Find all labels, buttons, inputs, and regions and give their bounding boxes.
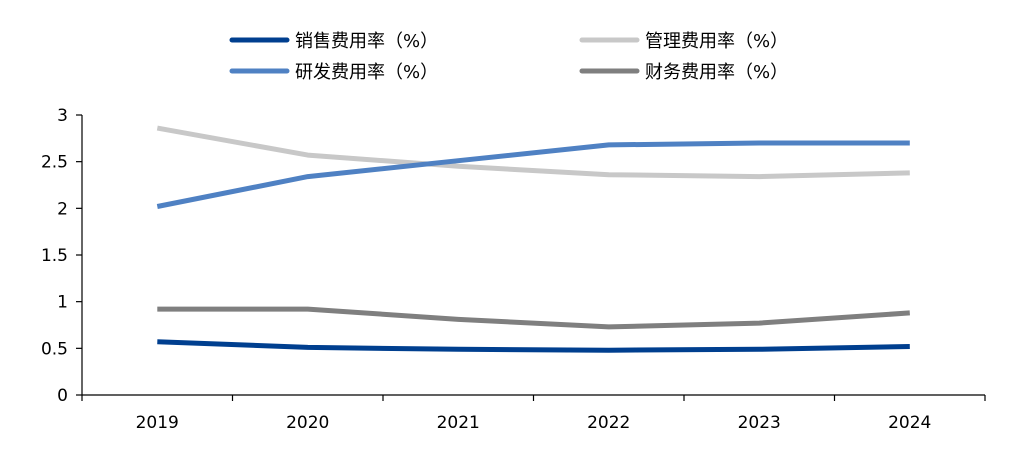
y-tick-label: 0.5 [41, 339, 68, 359]
x-tick-label: 2019 [136, 413, 179, 433]
legend-label-3: 财务费用率（%） [645, 62, 788, 83]
y-tick-label: 1.5 [41, 246, 68, 266]
series-line-0 [157, 339, 910, 353]
y-tick-label: 2.5 [41, 153, 68, 173]
legend-label-0: 销售费用率（%） [295, 31, 438, 52]
x-tick-label: 2023 [738, 413, 781, 433]
series-line-1 [156, 125, 910, 180]
y-tick-label: 3 [57, 106, 68, 126]
legend: 销售费用率（%） 管理费用率（%） 研发费用率（%） 财务费用率（%） [229, 31, 788, 83]
x-tick-label: 2022 [587, 413, 630, 433]
y-tick-label: 2 [57, 199, 68, 219]
legend-label-2: 研发费用率（%） [295, 62, 438, 83]
x-tick-label: 2021 [437, 413, 480, 433]
x-tick-label: 2020 [286, 413, 329, 433]
axes: 0 0.5 1 1.5 2 2.5 3 2019 2020 2021 2022 2023 2024 [41, 106, 986, 433]
series-lines [156, 125, 910, 353]
x-tick-label: 2024 [888, 413, 931, 433]
legend-label-1: 管理费用率（%） [645, 31, 788, 52]
series-line-3 [157, 306, 910, 330]
y-tick-label: 1 [57, 293, 68, 313]
series-line-2 [156, 140, 910, 209]
y-tick-label: 0 [57, 386, 68, 406]
